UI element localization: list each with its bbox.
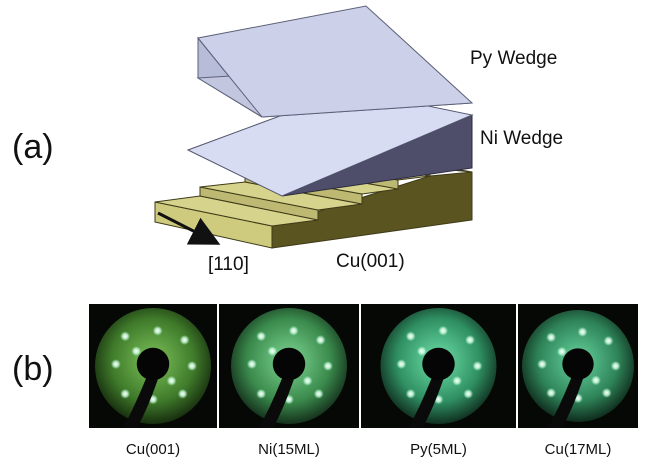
diffraction-spot bbox=[313, 388, 324, 399]
diffraction-spot bbox=[472, 361, 483, 371]
panel-b-label: (b) bbox=[12, 350, 54, 388]
electron-gun bbox=[422, 347, 455, 381]
ni-wedge bbox=[186, 89, 474, 197]
diffraction-spot bbox=[405, 331, 416, 342]
diffraction-spot bbox=[267, 346, 278, 357]
diffraction-spot bbox=[603, 335, 614, 346]
diffraction-spot bbox=[256, 331, 267, 342]
gun-arm bbox=[123, 376, 159, 428]
diffraction-spot bbox=[396, 359, 407, 370]
leed-image-4: Cu(17ML) bbox=[518, 304, 638, 458]
leed-image-3: Py(5ML) bbox=[361, 304, 516, 458]
diffraction-spot bbox=[110, 359, 121, 370]
electron-gun bbox=[272, 347, 306, 381]
diffraction-spot bbox=[315, 335, 326, 346]
diffraction-spot bbox=[166, 375, 177, 386]
py-wedge bbox=[196, 5, 474, 118]
py-wedge-top bbox=[197, 5, 474, 118]
diffraction-spot bbox=[302, 375, 313, 386]
diffraction-spot bbox=[179, 335, 190, 346]
electron-gun bbox=[136, 347, 170, 381]
diffraction-spot bbox=[246, 359, 257, 370]
leed-caption: Cu(17ML) bbox=[545, 441, 612, 458]
leed-caption: Py(5ML) bbox=[410, 441, 467, 458]
leed-image-row: Cu(001) Ni(15ML) Py(5ML) Cu(17ML) bbox=[89, 304, 638, 458]
gun-arm bbox=[548, 376, 584, 428]
panel-a-label: (a) bbox=[12, 128, 54, 166]
diffraction-spot bbox=[438, 325, 449, 336]
cu-side-face bbox=[271, 171, 473, 249]
gun-arm bbox=[408, 376, 445, 428]
diffraction-spot bbox=[590, 375, 601, 386]
leed-caption: Ni(15ML) bbox=[258, 441, 320, 458]
diffraction-spot bbox=[601, 387, 612, 398]
diffraction-spot bbox=[465, 335, 476, 346]
diffraction-spot bbox=[322, 361, 333, 371]
py-wedge-label: Py Wedge bbox=[470, 48, 557, 69]
diffraction-spot bbox=[120, 388, 131, 399]
cu-substrate-label: Cu(001) bbox=[336, 251, 405, 272]
diffraction-spot bbox=[452, 375, 463, 386]
diffraction-spot bbox=[152, 325, 163, 336]
direction-label: [110] bbox=[208, 254, 249, 275]
diffraction-spot bbox=[405, 388, 416, 399]
diffraction-spot bbox=[463, 388, 474, 399]
diffraction-spot bbox=[537, 359, 548, 370]
direction-arrow bbox=[157, 211, 221, 245]
diffraction-spot bbox=[131, 346, 142, 357]
leed-caption: Cu(001) bbox=[126, 441, 180, 458]
gun-arm bbox=[259, 376, 295, 428]
leed-image-2: Ni(15ML) bbox=[219, 304, 359, 458]
diffraction-spot bbox=[186, 361, 197, 371]
diffraction-spot bbox=[546, 332, 557, 343]
diffraction-spot bbox=[556, 346, 567, 357]
diffraction-spot bbox=[416, 346, 427, 357]
leed-image-1: Cu(001) bbox=[89, 304, 217, 458]
electron-gun bbox=[562, 348, 594, 380]
diffraction-spot bbox=[177, 388, 188, 399]
diffraction-spot bbox=[577, 326, 588, 337]
diffraction-spot bbox=[120, 331, 131, 342]
ni-wedge-label: Ni Wedge bbox=[480, 128, 563, 149]
diffraction-spot bbox=[546, 387, 557, 398]
diffraction-spot bbox=[610, 361, 621, 371]
diffraction-spot bbox=[288, 325, 299, 336]
diffraction-spot bbox=[256, 388, 267, 399]
